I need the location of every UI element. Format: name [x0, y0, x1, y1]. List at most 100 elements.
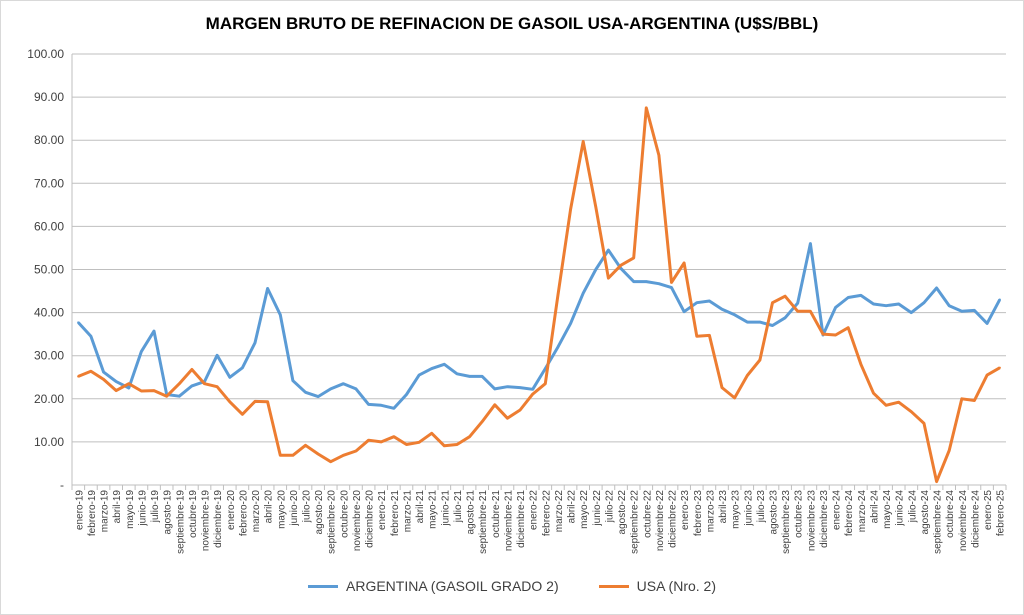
data-point	[279, 454, 282, 457]
data-point	[241, 366, 244, 369]
data-point	[405, 393, 408, 396]
data-point	[165, 395, 168, 398]
data-point	[872, 391, 875, 395]
data-point	[506, 385, 509, 388]
x-tick-label: septiembre-22	[630, 490, 641, 554]
x-tick-label: julio-19	[150, 490, 161, 524]
data-point	[973, 309, 976, 312]
data-point	[670, 286, 673, 289]
data-point	[518, 386, 522, 389]
data-point	[228, 376, 231, 379]
x-tick-label: marzo-20	[251, 490, 262, 533]
data-point	[354, 449, 358, 453]
x-tick-label: abril-21	[415, 490, 426, 524]
x-tick-label: octubre-21	[491, 490, 502, 538]
data-point	[506, 416, 509, 420]
data-point	[102, 370, 105, 374]
data-point	[417, 441, 421, 444]
data-point	[266, 287, 269, 290]
x-tick-label: agosto-21	[466, 490, 477, 535]
x-tick-label: enero-25	[983, 490, 994, 530]
x-tick-label: mayo-24	[882, 490, 893, 529]
data-point	[190, 384, 194, 388]
x-tick-label: mayo-21	[428, 490, 439, 529]
data-point	[468, 375, 471, 378]
data-point	[455, 372, 459, 376]
data-point	[215, 385, 219, 388]
data-point	[998, 366, 1001, 369]
data-point	[682, 261, 686, 265]
legend-label-usa: USA (Nro. 2)	[636, 578, 716, 594]
data-point	[897, 302, 900, 306]
data-point	[783, 316, 787, 319]
x-tick-label: mayo-22	[579, 490, 590, 529]
x-tick-label: agosto-19	[163, 490, 174, 535]
data-point	[796, 310, 799, 313]
data-point	[884, 404, 888, 407]
data-point	[77, 375, 80, 378]
x-tick-label: junio-22	[592, 490, 603, 527]
data-point	[544, 382, 547, 385]
data-point	[304, 444, 307, 447]
data-point	[468, 435, 471, 438]
data-point	[114, 389, 118, 392]
data-point	[443, 444, 446, 447]
x-tick-label: junio-21	[440, 490, 451, 527]
x-tick-label: abril-22	[567, 490, 578, 524]
data-point	[607, 276, 610, 280]
data-point	[140, 350, 143, 353]
data-point	[531, 392, 534, 396]
x-tick-label: febrero-23	[693, 490, 704, 537]
series-line-usa	[77, 106, 1001, 484]
data-point	[645, 106, 648, 110]
data-point	[960, 397, 964, 400]
data-point	[985, 322, 989, 325]
data-point	[392, 407, 396, 410]
x-tick-label: mayo-19	[125, 490, 136, 529]
data-point	[203, 382, 206, 385]
x-tick-label: octubre-22	[642, 490, 653, 538]
data-point	[316, 452, 320, 456]
data-point	[897, 401, 900, 404]
data-point	[922, 301, 926, 304]
x-tick-label: octubre-19	[188, 490, 199, 538]
data-point	[720, 307, 724, 311]
data-point	[405, 443, 408, 446]
data-point	[581, 292, 585, 295]
x-tick-label: junio-19	[137, 490, 148, 527]
x-tick-label: julio-20	[302, 490, 313, 524]
x-tick-label: abril-24	[869, 490, 880, 524]
x-tick-label: mayo-20	[276, 490, 287, 529]
data-point	[960, 310, 964, 313]
data-point	[884, 304, 888, 307]
data-point	[556, 345, 560, 349]
data-point	[178, 382, 181, 385]
x-tick-label: febrero-25	[996, 490, 1007, 537]
data-point	[228, 400, 231, 404]
x-tick-label: febrero-24	[844, 490, 855, 537]
x-tick-label: diciembre-21	[516, 490, 527, 548]
data-point	[985, 373, 989, 377]
x-tick-label: noviembre-24	[958, 490, 969, 552]
x-tick-label: abril-23	[718, 490, 729, 524]
chart-title: MARGEN BRUTO DE REFINACION DE GASOIL USA…	[205, 14, 819, 33]
x-tick-label: julio-24	[907, 490, 918, 524]
data-point	[152, 389, 156, 392]
data-point	[114, 380, 118, 383]
data-point	[771, 301, 774, 304]
legend-item-argentina: ARGENTINA (GASOIL GRADO 2)	[308, 578, 559, 594]
x-tick-label: diciembre-24	[970, 490, 981, 548]
data-point	[455, 443, 459, 446]
data-point	[695, 301, 698, 304]
data-point	[493, 387, 497, 391]
data-point	[657, 154, 661, 157]
data-point	[266, 400, 269, 404]
data-point	[935, 480, 938, 483]
data-point	[518, 408, 522, 412]
x-tick-label: marzo-21	[402, 490, 413, 533]
data-point	[834, 306, 837, 309]
data-point	[872, 302, 875, 306]
data-point	[948, 304, 951, 307]
x-tick-label: octubre-23	[794, 490, 805, 538]
y-tick-label: 90.00	[34, 90, 64, 104]
